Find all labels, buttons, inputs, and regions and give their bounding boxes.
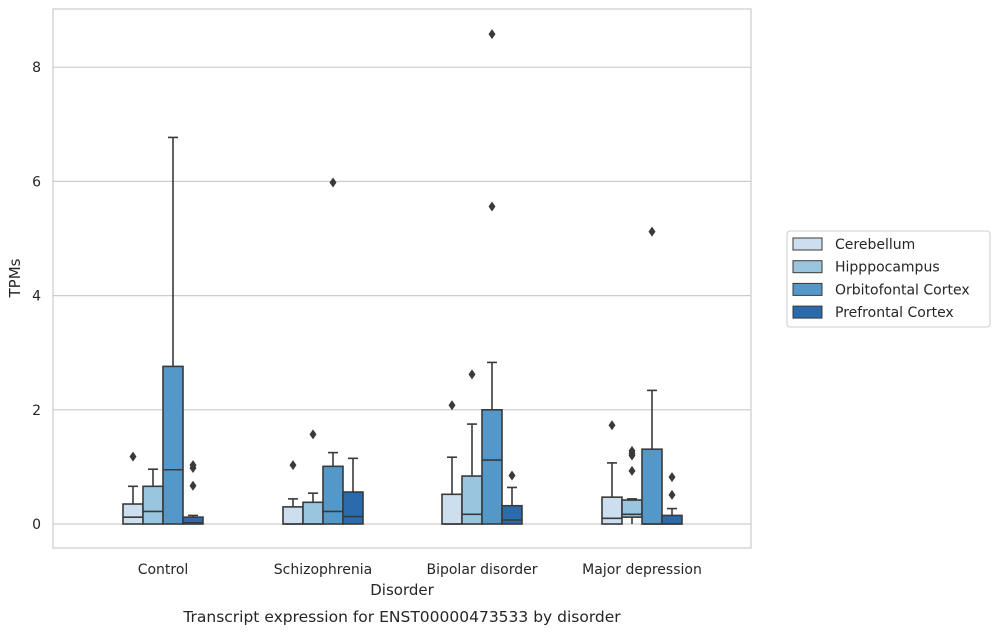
- x-axis-title: Disorder: [370, 581, 434, 599]
- box-cerebellum-0: [122, 451, 144, 525]
- outlier-point: [448, 400, 456, 411]
- legend-swatch: [792, 282, 823, 296]
- legend: Cerebellum Hipppocampus Orbitofontal Corte…: [786, 230, 991, 328]
- x-tick-label: Schizophrenia: [274, 562, 372, 578]
- box-body: [641, 448, 663, 525]
- legend-label: Prefrontal Cortex: [835, 305, 954, 321]
- legend-swatch: [792, 237, 823, 251]
- box-plots: [122, 29, 683, 525]
- outlier-point: [488, 201, 496, 212]
- x-tick-label: Major depression: [582, 562, 702, 578]
- box-body: [481, 408, 503, 525]
- box-body: [122, 503, 144, 525]
- outlier-point: [309, 429, 317, 440]
- box-body: [661, 514, 683, 525]
- x-tick-label: Control: [138, 562, 189, 578]
- y-tick-label: 8: [32, 60, 41, 76]
- box-orbitofontal-cortex-0: [162, 136, 184, 525]
- box-prefrontal-cortex-3: [661, 472, 683, 525]
- x-tick-label: Bipolar disorder: [426, 562, 537, 578]
- outlier-point: [628, 465, 636, 476]
- outlier-point: [189, 460, 197, 471]
- outlier-point: [668, 472, 676, 483]
- box-body: [322, 465, 344, 525]
- legend-label: Orbitofontal Cortex: [835, 282, 970, 298]
- box-body: [441, 493, 463, 525]
- box-body: [601, 496, 623, 525]
- box-body: [342, 491, 364, 525]
- box-cerebellum-3: [601, 420, 623, 525]
- box-body: [282, 506, 304, 525]
- y-tick-label: 2: [32, 403, 41, 419]
- box-body: [461, 475, 483, 525]
- box-body: [162, 365, 184, 525]
- legend-swatch: [792, 260, 823, 274]
- outlier-point: [329, 177, 337, 188]
- chart-caption: Transcript expression for ENST0000047353…: [182, 608, 621, 626]
- outlier-point: [608, 420, 616, 431]
- legend-label: Hipppocampus: [835, 260, 940, 276]
- box-hipppocampus-2: [461, 369, 483, 525]
- box-orbitofontal-cortex-3: [641, 226, 663, 525]
- box-hipppocampus-0: [142, 468, 164, 525]
- legend-frame: [786, 230, 991, 328]
- box-prefrontal-cortex-0: [182, 460, 204, 525]
- outlier-point: [628, 445, 636, 456]
- box-orbitofontal-cortex-2: [481, 29, 503, 525]
- x-tick-labels: Control Schizophrenia Bipolar disorder Majo…: [138, 562, 702, 578]
- y-tick-label: 4: [32, 289, 41, 305]
- outlier-point: [508, 470, 516, 481]
- legend-label: Cerebellum: [835, 237, 915, 253]
- outlier-point: [488, 29, 496, 40]
- box-body: [182, 516, 204, 525]
- box-prefrontal-cortex-2: [501, 470, 523, 525]
- box-cerebellum-1: [282, 460, 304, 525]
- box-cerebellum-2: [441, 400, 463, 525]
- outlier-point: [129, 451, 137, 462]
- plot-frame: [52, 8, 752, 549]
- outlier-point: [289, 460, 297, 471]
- box-body: [142, 485, 164, 525]
- box-body: [302, 501, 324, 525]
- box-body: [501, 504, 523, 525]
- y-tick-label: 0: [32, 517, 41, 533]
- box-hipppocampus-3: [621, 445, 643, 524]
- y-tick-label: 6: [32, 174, 41, 190]
- legend-swatch: [792, 305, 823, 319]
- outlier-point: [668, 489, 676, 500]
- box-hipppocampus-1: [302, 429, 324, 525]
- outlier-point: [648, 226, 656, 237]
- box-orbitofontal-cortex-1: [322, 177, 344, 525]
- y-tick-labels: 0 2 4 6 8: [32, 60, 41, 533]
- outlier-point: [468, 369, 476, 380]
- y-axis-title: TPMs: [6, 258, 24, 298]
- box-prefrontal-cortex-1: [342, 457, 364, 525]
- outlier-point: [189, 480, 197, 491]
